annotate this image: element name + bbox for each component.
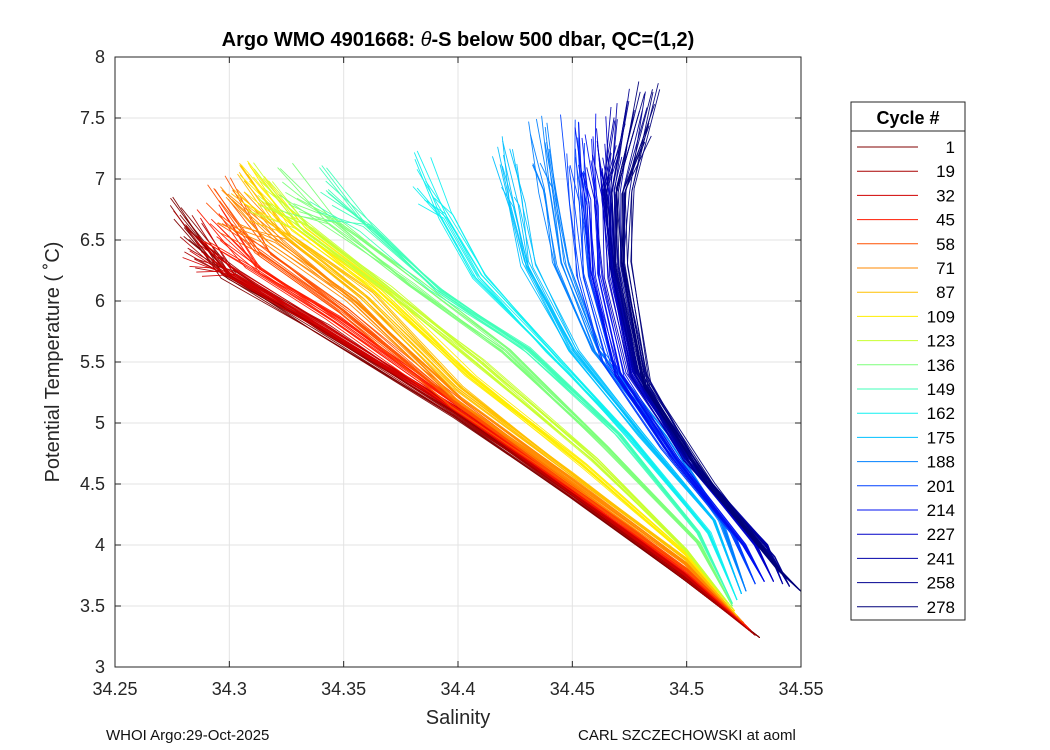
series-162 xyxy=(412,150,738,601)
legend-label: 258 xyxy=(927,574,955,593)
y-tick-label: 3 xyxy=(95,657,105,677)
profile-line xyxy=(612,88,790,587)
x-tick-label: 34.5 xyxy=(669,679,704,699)
y-tick-label: 7.5 xyxy=(80,108,105,128)
legend-label: 71 xyxy=(936,259,955,278)
legend-label: 162 xyxy=(927,404,955,423)
legend-label: 45 xyxy=(936,211,955,230)
footer-right: CARL SZCZECHOWSKI at aoml xyxy=(578,727,796,744)
profile-line xyxy=(502,154,742,594)
title-suffix: -S below 500 dbar, QC=(1,2) xyxy=(431,29,694,51)
profile-line xyxy=(248,210,733,609)
legend-label: 241 xyxy=(927,549,955,568)
profile-line xyxy=(220,186,742,621)
series-175 xyxy=(491,136,742,594)
y-axis-label: Potential Temperature ( ˚C) xyxy=(42,242,64,483)
profile-line xyxy=(566,153,756,585)
profile-line xyxy=(279,210,733,607)
axis-ticks: 34.25 34.3 34.35 34.4 34.45 34.5 34.55 3 3.5 4 4.5… xyxy=(80,47,824,699)
y-tick-label: 6.5 xyxy=(80,230,105,250)
x-tick-label: 34.4 xyxy=(440,679,475,699)
legend-label: 149 xyxy=(927,380,955,399)
legend: Cycle # 1 19 32 45 58 71 87 109 123 136 149 162 175 1… xyxy=(850,101,966,621)
title-theta-symbol: θ xyxy=(421,29,432,51)
legend-label: 188 xyxy=(927,453,955,472)
profile-line xyxy=(236,189,742,621)
legend-label: 58 xyxy=(936,235,955,254)
profile-line xyxy=(317,211,733,604)
legend-label: 214 xyxy=(927,501,955,520)
legend-box xyxy=(850,101,966,621)
legend-label: 109 xyxy=(927,307,955,326)
profile-line xyxy=(590,160,765,582)
series-87 xyxy=(230,162,738,617)
y-tick-label: 5 xyxy=(95,413,105,433)
legend-label: 1 xyxy=(946,138,955,157)
y-tick-label: 6 xyxy=(95,291,105,311)
legend-label: 175 xyxy=(927,428,955,447)
profile-line xyxy=(217,222,742,621)
profile-line xyxy=(584,134,765,582)
profile-line xyxy=(426,200,738,601)
profile-line xyxy=(173,210,756,636)
profile-line xyxy=(416,150,738,601)
legend-label: 201 xyxy=(927,477,955,496)
profile-line xyxy=(232,188,738,617)
x-tick-label: 34.3 xyxy=(212,679,247,699)
y-tick-label: 7 xyxy=(95,169,105,189)
profile-line xyxy=(219,232,745,624)
series-123 xyxy=(248,162,733,609)
chart-title: Argo WMO 4901668: θ-S below 500 dbar, QC… xyxy=(222,29,695,51)
profile-line xyxy=(247,173,738,617)
series-278 xyxy=(614,81,801,592)
title-prefix: Argo WMO 4901668: xyxy=(222,29,421,51)
profile-line xyxy=(242,202,736,612)
y-tick-label: 8 xyxy=(95,47,105,67)
legend-label: 32 xyxy=(936,186,955,205)
y-tick-label: 4 xyxy=(95,535,105,555)
y-tick-label: 5.5 xyxy=(80,352,105,372)
legend-label: 136 xyxy=(927,356,955,375)
y-tick-label: 4.5 xyxy=(80,474,105,494)
legend-label: 87 xyxy=(936,283,955,302)
legend-label: 123 xyxy=(927,332,955,351)
footer-left: WHOI Argo:29-Oct-2025 xyxy=(106,727,269,744)
x-axis-label: Salinity xyxy=(426,707,490,729)
profile-line xyxy=(615,91,801,592)
series-149 xyxy=(309,165,733,604)
series-136 xyxy=(277,162,733,607)
y-tick-label: 3.5 xyxy=(80,596,105,616)
profile-line xyxy=(229,177,745,624)
profile-line xyxy=(205,202,745,624)
profile-line xyxy=(574,127,765,582)
profile-line xyxy=(237,173,738,617)
data-lines xyxy=(169,81,801,639)
profile-line xyxy=(592,154,775,582)
x-tick-label: 34.45 xyxy=(550,679,595,699)
x-tick-label: 34.55 xyxy=(778,679,823,699)
profile-line xyxy=(279,168,733,607)
profile-line xyxy=(615,93,801,592)
x-tick-label: 34.35 xyxy=(321,679,366,699)
legend-label: 19 xyxy=(936,162,955,181)
profile-line xyxy=(568,166,756,585)
legend-label: 278 xyxy=(927,598,955,617)
profile-line xyxy=(530,134,747,592)
profile-line xyxy=(326,167,733,604)
profile-line xyxy=(582,172,765,582)
profile-line xyxy=(268,180,733,609)
profile-line xyxy=(309,201,733,604)
profile-line xyxy=(196,209,749,629)
profile-line xyxy=(416,169,738,601)
legend-title: Cycle # xyxy=(876,108,939,128)
profile-line xyxy=(513,196,742,594)
legend-label: 227 xyxy=(927,525,955,544)
x-tick-label: 34.25 xyxy=(92,679,137,699)
profile-line xyxy=(509,148,742,594)
series-214 xyxy=(574,113,765,582)
profile-line xyxy=(627,91,801,592)
profile-line xyxy=(603,120,784,585)
